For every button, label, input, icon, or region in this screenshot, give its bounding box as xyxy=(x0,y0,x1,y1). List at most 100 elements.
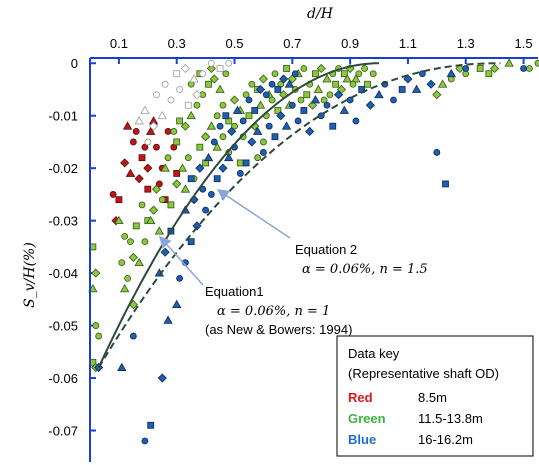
data-point-green xyxy=(206,121,217,130)
data-point-open-grey xyxy=(140,105,150,114)
data-point-green xyxy=(193,101,201,109)
legend-red-value: 8.5m xyxy=(418,390,447,405)
data-point-green xyxy=(364,80,371,88)
data-point-blue xyxy=(334,90,344,100)
data-point-blue xyxy=(176,274,184,282)
data-point-green xyxy=(184,154,192,162)
data-point-blue xyxy=(216,122,224,130)
data-point-green xyxy=(245,112,253,120)
data-point-open-grey xyxy=(144,138,152,146)
data-point-green xyxy=(164,154,172,162)
data-point-blue xyxy=(288,101,296,109)
y-tick-label: -0.03 xyxy=(48,214,78,229)
data-point-green xyxy=(205,80,212,88)
data-point-green xyxy=(128,252,138,262)
data-point-blue xyxy=(271,133,279,141)
data-point-blue xyxy=(520,65,527,72)
data-point-blue xyxy=(251,107,259,114)
legend: Data key (Representative shaft OD) Red 8… xyxy=(336,335,534,457)
data-point-green xyxy=(158,196,166,204)
data-point-green xyxy=(196,143,204,151)
data-point-blue xyxy=(352,117,360,125)
x-tick-label: 1.3 xyxy=(457,36,475,51)
data-point-blue xyxy=(446,68,456,78)
data-point-green xyxy=(534,59,539,67)
data-point-green xyxy=(340,70,348,78)
data-point-green xyxy=(316,63,326,74)
data-point-green xyxy=(176,117,184,125)
y-axis-title: S_v/H(%) xyxy=(22,242,38,308)
data-point-green xyxy=(320,96,328,104)
data-point-green xyxy=(95,332,103,340)
data-point-green xyxy=(258,74,268,84)
data-point-blue xyxy=(279,74,289,84)
data-point-red xyxy=(125,168,136,177)
data-point-blue xyxy=(117,362,127,371)
equation-curves xyxy=(97,62,501,369)
data-point-open-grey xyxy=(225,59,233,67)
data-point-blue xyxy=(252,126,263,135)
data-point-blue xyxy=(172,299,182,308)
data-point-green xyxy=(124,274,131,282)
data-point-green xyxy=(297,96,305,104)
data-point-blue xyxy=(232,105,243,114)
eq1-arrow xyxy=(158,235,204,286)
data-point-green xyxy=(361,65,368,72)
data-point-blue xyxy=(187,238,195,246)
data-point-red xyxy=(134,174,144,184)
data-point-green xyxy=(215,84,225,93)
y-tick-label: -0.01 xyxy=(48,109,78,124)
legend-blue-label: Blue xyxy=(348,432,376,447)
legend-red-label: Red xyxy=(348,390,373,405)
data-point-blue xyxy=(242,159,250,167)
data-point-open-grey xyxy=(180,63,190,74)
data-point-open-grey xyxy=(216,65,224,72)
data-point-green xyxy=(134,257,144,267)
data-point-green xyxy=(118,259,126,267)
data-point-green xyxy=(303,91,311,99)
x-tick-label: 1.5 xyxy=(515,36,533,51)
data-point-green xyxy=(219,133,227,141)
data-point-blue xyxy=(210,138,218,146)
data-point-blue xyxy=(247,137,257,147)
data-point-red xyxy=(164,128,172,135)
data-point-blue xyxy=(323,101,331,109)
data-point-blue xyxy=(245,96,253,104)
data-point-green xyxy=(312,70,319,78)
data-point-blue xyxy=(227,126,237,137)
data-point-blue xyxy=(274,86,282,93)
data-point-green xyxy=(212,142,222,151)
data-point-blue xyxy=(291,70,299,78)
data-point-green xyxy=(160,163,170,172)
data-point-blue xyxy=(329,122,337,130)
data-point-red xyxy=(141,143,149,151)
data-point-green xyxy=(151,184,162,194)
x-axis-title: d/H xyxy=(307,6,334,22)
data-point-green xyxy=(167,201,175,209)
data-point-blue xyxy=(260,149,267,156)
data-point-green xyxy=(254,154,262,162)
data-point-blue xyxy=(310,95,321,104)
data-point-green xyxy=(127,238,134,246)
data-point-green xyxy=(92,322,100,329)
data-point-blue xyxy=(418,70,426,78)
data-point-green xyxy=(485,70,493,78)
data-point-blue xyxy=(255,84,266,95)
data-point-red xyxy=(153,143,160,151)
data-point-green xyxy=(177,163,188,172)
data-point-blue xyxy=(268,80,276,88)
data-point-blue xyxy=(218,163,228,173)
data-point-green xyxy=(355,70,363,78)
data-point-blue xyxy=(265,122,273,130)
legend-subtitle: (Representative shaft OD) xyxy=(348,366,499,381)
data-point-blue xyxy=(462,65,470,72)
data-point-red xyxy=(173,170,181,177)
data-point-blue xyxy=(236,170,244,177)
data-point-blue xyxy=(262,91,270,99)
data-point-blue xyxy=(300,107,308,114)
data-point-red xyxy=(138,154,146,162)
data-point-green xyxy=(369,70,377,78)
data-point-green xyxy=(271,70,279,78)
eq1-label: Equation1 xyxy=(205,284,264,299)
